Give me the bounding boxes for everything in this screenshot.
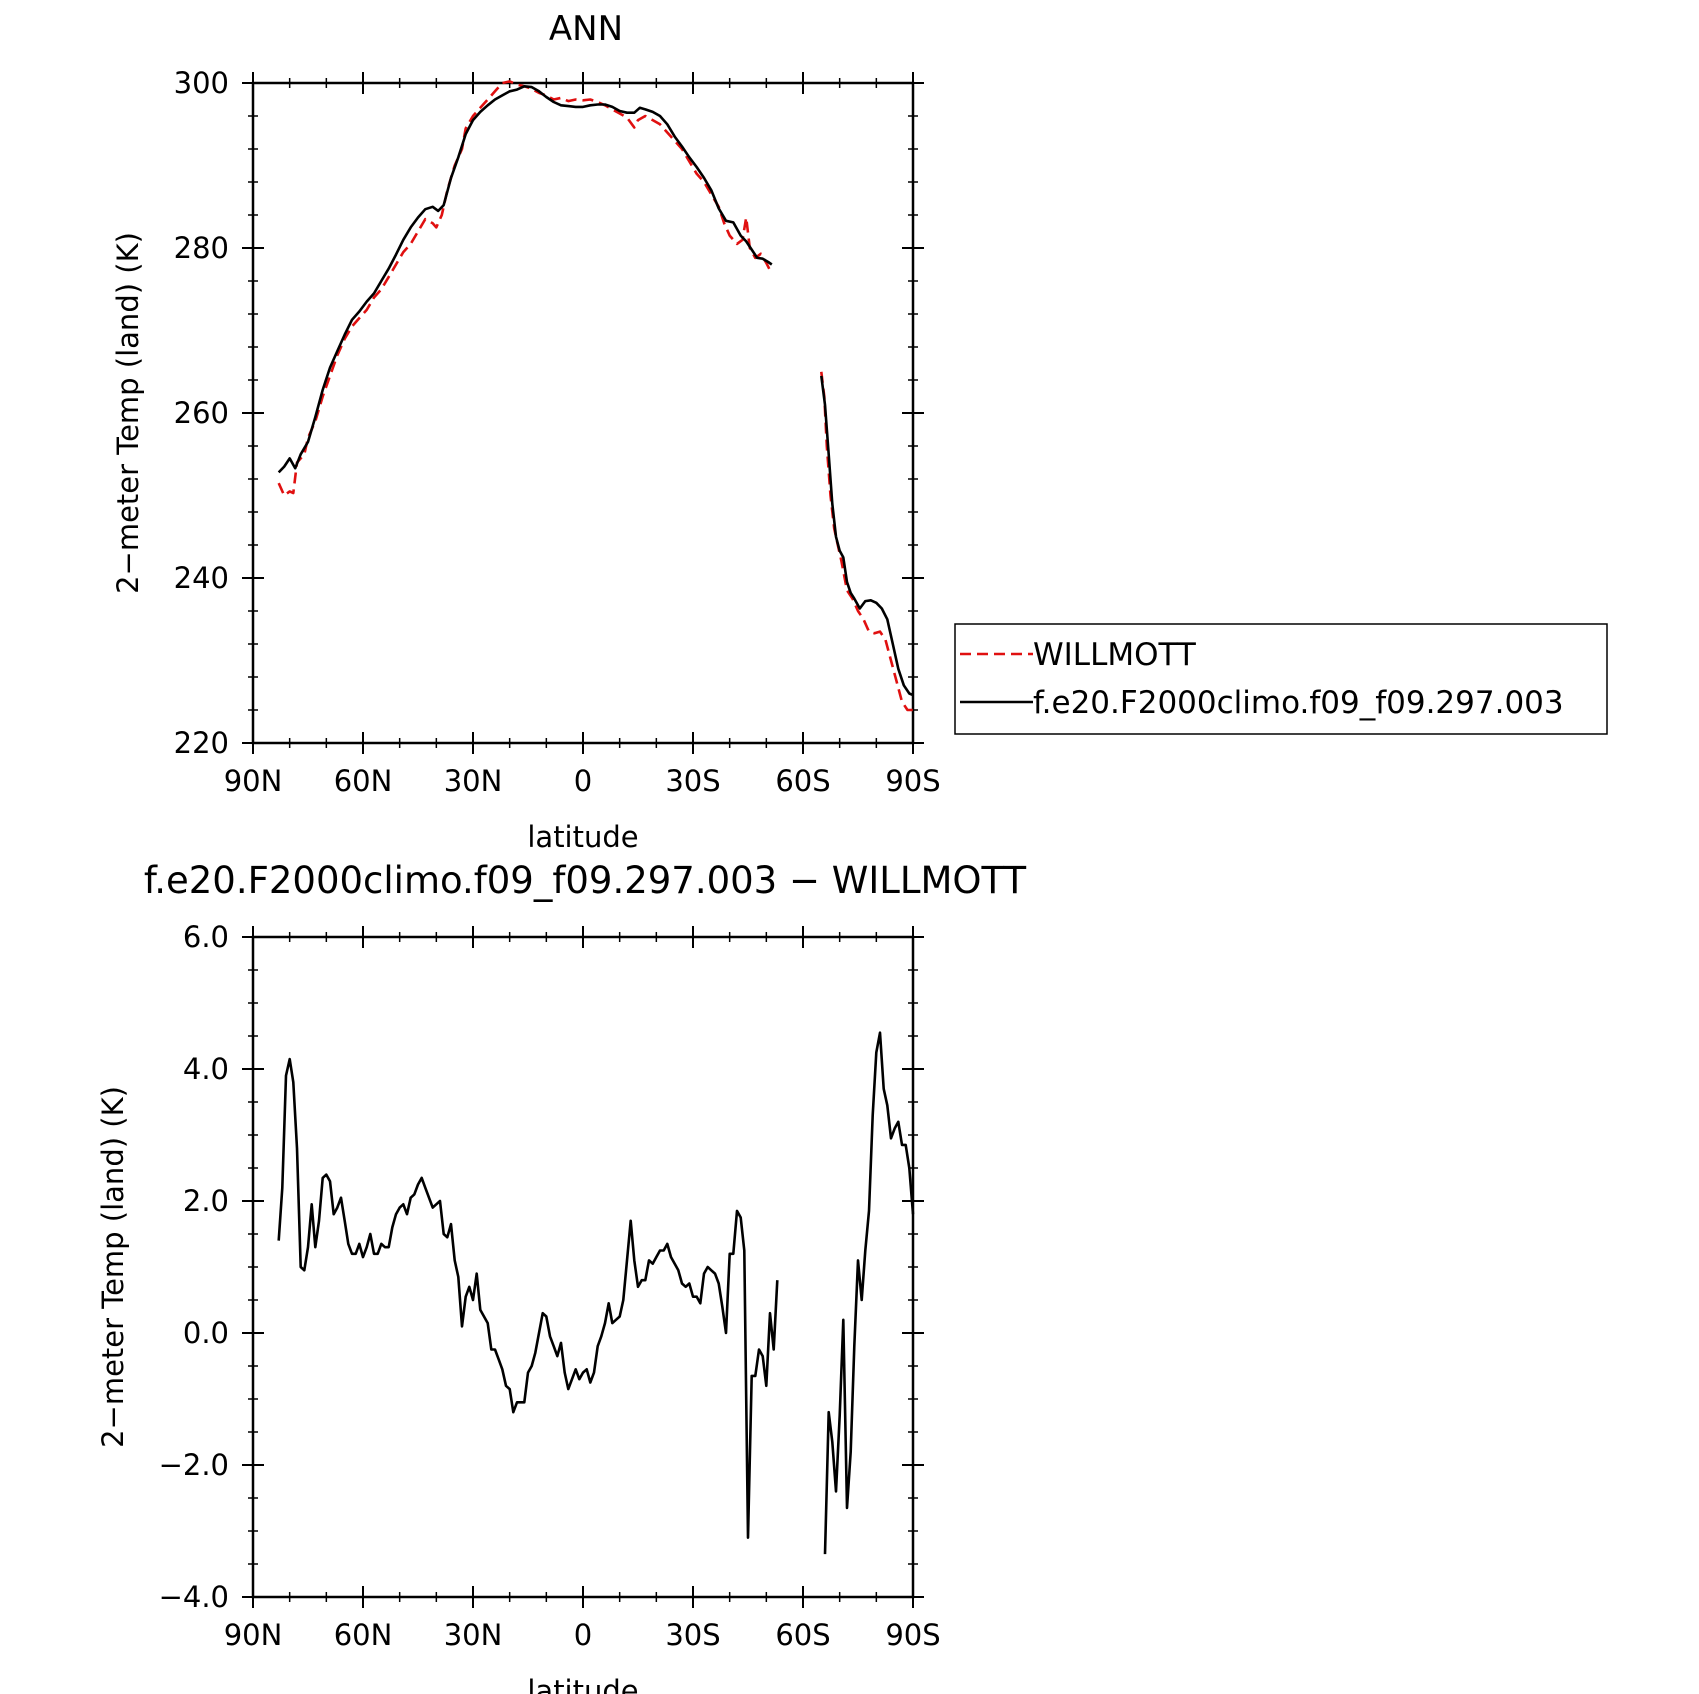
bottom-chart-panel: f.e20.F2000climo.f09_f09.297.003 − WILLM… (96, 859, 1026, 1694)
top-x-tick-label: 0 (574, 764, 592, 798)
top-x-tick-label: 90S (885, 764, 940, 798)
top-series-line-model (820, 375, 914, 697)
legend-model-label: f.e20.F2000climo.f09_f09.297.003 (1033, 685, 1564, 721)
bottom-y-tick-label: 4.0 (183, 1052, 229, 1086)
top-chart-y-axis-label: 2−meter Temp (land) (K) (111, 232, 145, 594)
bottom-chart-ticks (242, 926, 924, 1608)
bottom-y-tick-label: −2.0 (159, 1448, 229, 1482)
top-y-tick-label: 220 (174, 726, 229, 760)
top-x-tick-label: 30S (665, 764, 720, 798)
legend-box (954, 623, 1608, 735)
top-chart-series-lines (277, 80, 914, 712)
top-chart-x-axis-label: latitude (527, 820, 638, 854)
bottom-x-tick-label: 60S (775, 1618, 830, 1652)
top-chart-x-tick-labels: 90N 60N 30N 0 30S 60S 90S (224, 764, 941, 798)
top-y-tick-label: 300 (174, 66, 229, 100)
bottom-series-line-difference (277, 1057, 779, 1539)
top-chart-plot-frame (251, 81, 915, 745)
top-y-tick-label: 260 (174, 396, 229, 430)
bottom-chart-y-axis-label: 2−meter Temp (land) (K) (96, 1086, 130, 1448)
bottom-y-tick-label: −4.0 (159, 1580, 229, 1614)
top-x-tick-label: 90N (224, 764, 283, 798)
top-x-tick-label: 60N (334, 764, 393, 798)
bottom-chart-title: f.e20.F2000climo.f09_f09.297.003 − WILLM… (144, 859, 1027, 902)
bottom-x-tick-label: 60N (334, 1618, 393, 1652)
top-chart-legend: WILLMOTT f.e20.F2000climo.f09_f09.297.00… (954, 623, 1608, 735)
bottom-x-tick-label: 30S (665, 1618, 720, 1652)
bottom-x-tick-label: 30N (444, 1618, 503, 1652)
bottom-chart-y-tick-labels: −4.0 −2.0 0.0 2.0 4.0 6.0 (159, 920, 229, 1614)
bottom-chart-x-tick-labels: 90N 60N 30N 0 30S 60S 90S (224, 1618, 941, 1652)
top-x-tick-label: 60S (775, 764, 830, 798)
legend-willmott-label: WILLMOTT (1033, 637, 1197, 673)
bottom-chart-plot-frame (251, 935, 915, 1599)
bottom-x-tick-label: 0 (574, 1618, 592, 1652)
top-y-tick-label: 240 (174, 561, 229, 595)
top-series-line-model (277, 85, 773, 474)
bottom-y-tick-label: 2.0 (183, 1184, 229, 1218)
top-chart-y-tick-labels: 220 240 260 280 300 (174, 66, 229, 760)
top-chart-ticks (242, 72, 924, 754)
bottom-chart-series-lines (277, 1031, 915, 1555)
top-x-tick-label: 30N (444, 764, 503, 798)
bottom-chart-x-axis-label: latitude (527, 1674, 638, 1694)
bottom-y-tick-label: 0.0 (183, 1316, 229, 1350)
top-chart-title: ANN (549, 9, 623, 49)
top-series-line-willmott (277, 80, 772, 497)
bottom-series-line-difference (823, 1031, 915, 1555)
bottom-x-tick-label: 90N (224, 1618, 283, 1652)
top-series-line-willmott (820, 371, 913, 712)
bottom-y-tick-label: 6.0 (183, 920, 229, 954)
top-y-tick-label: 280 (174, 231, 229, 265)
bottom-x-tick-label: 90S (885, 1618, 940, 1652)
